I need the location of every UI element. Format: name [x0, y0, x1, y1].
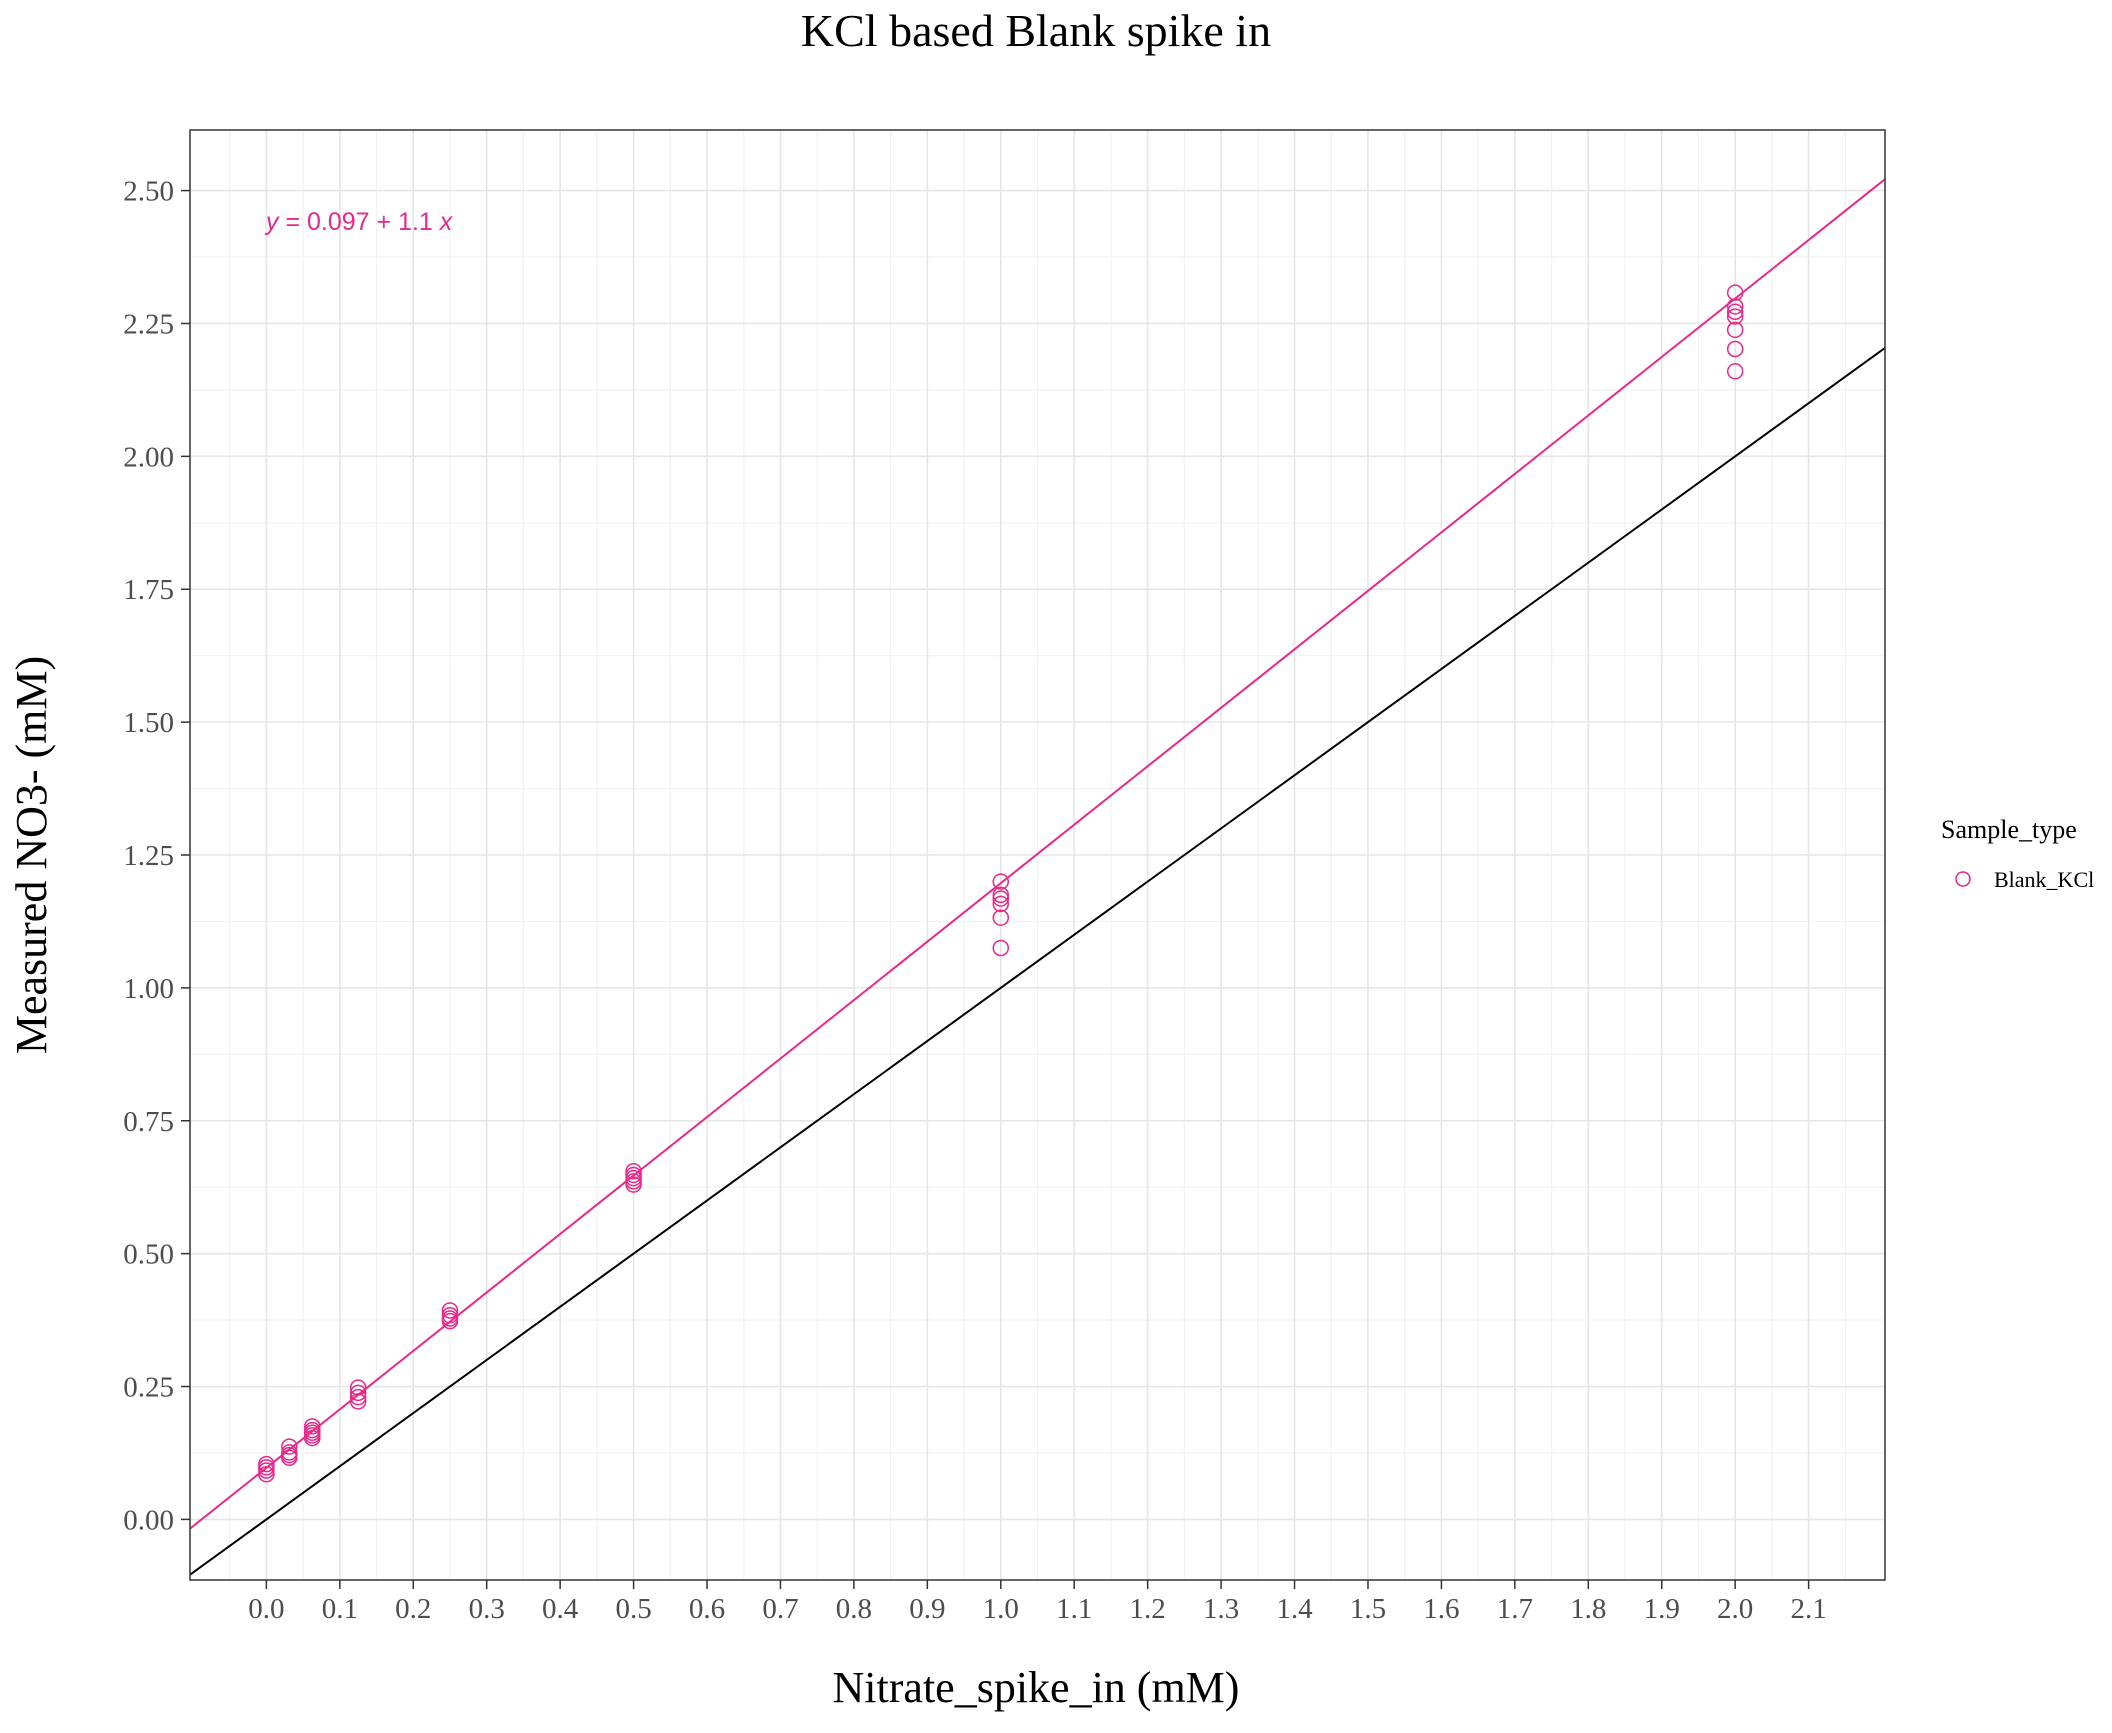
fit-line-group	[189, 178, 1886, 1530]
legend: Sample_type Blank_KCl	[1941, 815, 2094, 892]
y-tick-label: 1.25	[123, 840, 174, 872]
legend-label-blank-kcl: Blank_KCl	[1994, 867, 2094, 892]
data-point	[304, 1418, 321, 1435]
x-tick-label: 1.2	[1130, 1593, 1166, 1625]
data-point	[349, 1384, 367, 1402]
x-tick-label: 1.5	[1350, 1593, 1386, 1625]
x-tick-label: 1.1	[1056, 1593, 1092, 1625]
y-tick-label: 0.75	[123, 1106, 174, 1138]
data-point	[441, 1307, 459, 1324]
x-tick-label: 1.9	[1644, 1593, 1680, 1625]
data-point	[1726, 298, 1744, 315]
y-tick-label: 0.50	[123, 1239, 174, 1271]
y-axis-label: Measured NO3- (mM)	[7, 656, 56, 1054]
y-tick-label: 1.00	[123, 973, 174, 1005]
x-tick-label: 0.3	[469, 1593, 505, 1625]
legend-key-blank-kcl	[1955, 871, 1971, 887]
x-tick-label: 0.4	[542, 1593, 579, 1625]
x-tick-label: 1.6	[1423, 1593, 1459, 1625]
data-point	[304, 1421, 321, 1439]
y-tick-label: 0.00	[123, 1504, 174, 1536]
data-point	[281, 1444, 298, 1461]
y-tick-label: 1.50	[123, 707, 174, 739]
data-point	[992, 886, 1010, 904]
data-point	[992, 939, 1010, 957]
y-tick-label: 2.00	[123, 441, 174, 473]
data-point	[441, 1302, 459, 1319]
data-point	[625, 1166, 642, 1184]
identity-line	[189, 347, 1886, 1576]
x-tick-label: 1.8	[1570, 1593, 1606, 1625]
data-point	[1726, 308, 1744, 325]
data-point	[349, 1388, 367, 1406]
data-point	[258, 1455, 275, 1473]
data-point	[349, 1393, 367, 1410]
data-point	[1726, 284, 1744, 301]
x-tick-label: 0.5	[615, 1593, 651, 1625]
x-tick-label: 1.4	[1276, 1593, 1313, 1625]
x-axis-label: Nitrate_spike_in (mM)	[833, 1663, 1240, 1712]
data-point	[349, 1379, 367, 1396]
data-point	[1726, 363, 1744, 380]
fit-equation: y = 0.097 + 1.1 x	[264, 208, 454, 236]
y-axis: 0.00 0.25 0.50 0.75 1.00 1.25 1.50 1.75 2.00 2.25…	[123, 176, 190, 1536]
data-point	[992, 895, 1010, 913]
data-point	[992, 890, 1010, 907]
chart-title: KCl based Blank spike in	[801, 5, 1271, 56]
grid	[190, 130, 1885, 1580]
reference-line-group	[189, 347, 1886, 1576]
y-tick-label: 0.25	[123, 1372, 174, 1404]
legend-title: Sample_type	[1941, 815, 2077, 844]
data-point	[281, 1438, 298, 1455]
x-tick-label: 0.0	[248, 1593, 284, 1625]
x-axis: 0.0 0.1 0.2 0.3 0.4 0.5 0.6 0.7 0.8 0.9 1.0 1.1 1.2 1…	[248, 1580, 1827, 1625]
data-point	[625, 1163, 642, 1180]
data-point	[992, 873, 1010, 890]
data-point	[1726, 340, 1744, 358]
x-tick-label: 0.1	[322, 1593, 358, 1625]
x-tick-label: 0.9	[909, 1593, 945, 1625]
data-point	[258, 1465, 275, 1483]
y-tick-label: 2.25	[123, 308, 174, 340]
x-tick-label: 2.0	[1717, 1593, 1753, 1625]
x-tick-label: 2.1	[1790, 1593, 1826, 1625]
x-tick-label: 0.6	[689, 1593, 725, 1625]
x-tick-label: 1.0	[983, 1593, 1019, 1625]
regression-line	[189, 178, 1886, 1530]
data-point	[992, 909, 1010, 926]
x-tick-label: 1.3	[1203, 1593, 1239, 1625]
x-tick-label: 0.2	[395, 1593, 431, 1625]
data-point	[1726, 303, 1744, 321]
y-tick-label: 2.50	[123, 176, 174, 208]
data-points	[258, 284, 1744, 1483]
x-tick-label: 0.8	[836, 1593, 872, 1625]
x-tick-label: 1.7	[1497, 1593, 1533, 1625]
y-tick-label: 1.75	[123, 574, 174, 606]
x-tick-label: 0.7	[762, 1593, 798, 1625]
data-point	[1726, 321, 1744, 339]
